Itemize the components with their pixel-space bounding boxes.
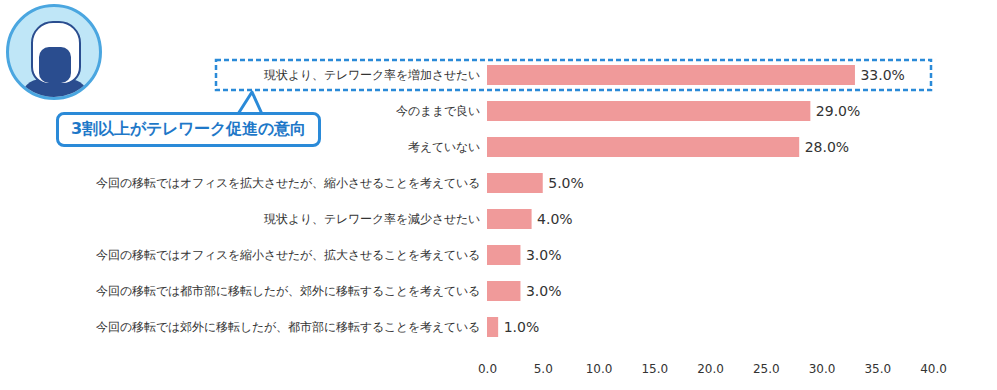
svg-text:3.0%: 3.0% [526, 283, 562, 299]
svg-text:20.0: 20.0 [697, 362, 724, 376]
svg-text:28.0%: 28.0% [805, 139, 849, 155]
svg-text:5.0%: 5.0% [548, 175, 584, 191]
svg-text:1.0%: 1.0% [504, 319, 540, 335]
svg-text:10.0: 10.0 [586, 362, 613, 376]
svg-text:現状より、テレワーク率を増加させたい: 現状より、テレワーク率を増加させたい [264, 68, 480, 82]
svg-text:40.0: 40.0 [920, 362, 947, 376]
svg-text:35.0: 35.0 [864, 362, 891, 376]
html-text:3割以上がテレワーク促進の意向: 3割以上がテレワーク促進の意向 [71, 119, 307, 138]
svg-text:15.0: 15.0 [641, 362, 668, 376]
svg-text:今回の移転ではオフィスを拡大させたが、縮小させることを考えて: 今回の移転ではオフィスを拡大させたが、縮小させることを考えている [96, 176, 480, 190]
svg-text:30.0: 30.0 [809, 362, 836, 376]
svg-text:今回の移転ではオフィスを縮小させたが、拡大させることを考えて: 今回の移転ではオフィスを縮小させたが、拡大させることを考えている [96, 248, 480, 262]
svg-text:考えていない: 考えていない [408, 140, 480, 154]
svg-text:3.0%: 3.0% [526, 247, 562, 263]
svg-text:今のままで良い: 今のままで良い [396, 104, 480, 118]
svg-text:0.0: 0.0 [478, 362, 497, 376]
svg-text:5.0: 5.0 [534, 362, 553, 376]
svg-text:33.0%: 33.0% [860, 67, 904, 83]
svg-text:4.0%: 4.0% [537, 211, 573, 227]
svg-text:今回の移転では都市部に移転したが、郊外に移転することを考えて: 今回の移転では都市部に移転したが、郊外に移転することを考えている [96, 284, 480, 298]
svg-text:25.0: 25.0 [753, 362, 780, 376]
svg-text:現状より、テレワーク率を減少させたい: 現状より、テレワーク率を減少させたい [264, 212, 480, 226]
svg-text:29.0%: 29.0% [816, 103, 860, 119]
svg-text:今回の移転では郊外に移転したが、都市部に移転することを考えて: 今回の移転では郊外に移転したが、都市部に移転することを考えている [96, 320, 480, 334]
